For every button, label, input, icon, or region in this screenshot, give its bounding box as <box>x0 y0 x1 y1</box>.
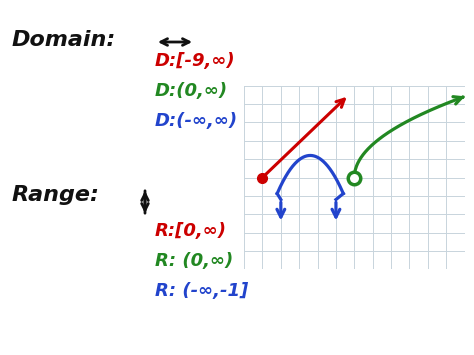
Text: Domain:: Domain: <box>12 30 116 50</box>
Text: R: (-∞,-1]: R: (-∞,-1] <box>155 282 248 300</box>
Text: Range:: Range: <box>12 185 100 205</box>
Text: D:(-∞,∞): D:(-∞,∞) <box>155 112 238 130</box>
Text: R: (0,∞): R: (0,∞) <box>155 252 233 270</box>
Text: D:[-9,∞): D:[-9,∞) <box>155 52 236 70</box>
Text: R:[0,∞): R:[0,∞) <box>155 222 227 240</box>
Text: D:(0,∞): D:(0,∞) <box>155 82 228 100</box>
